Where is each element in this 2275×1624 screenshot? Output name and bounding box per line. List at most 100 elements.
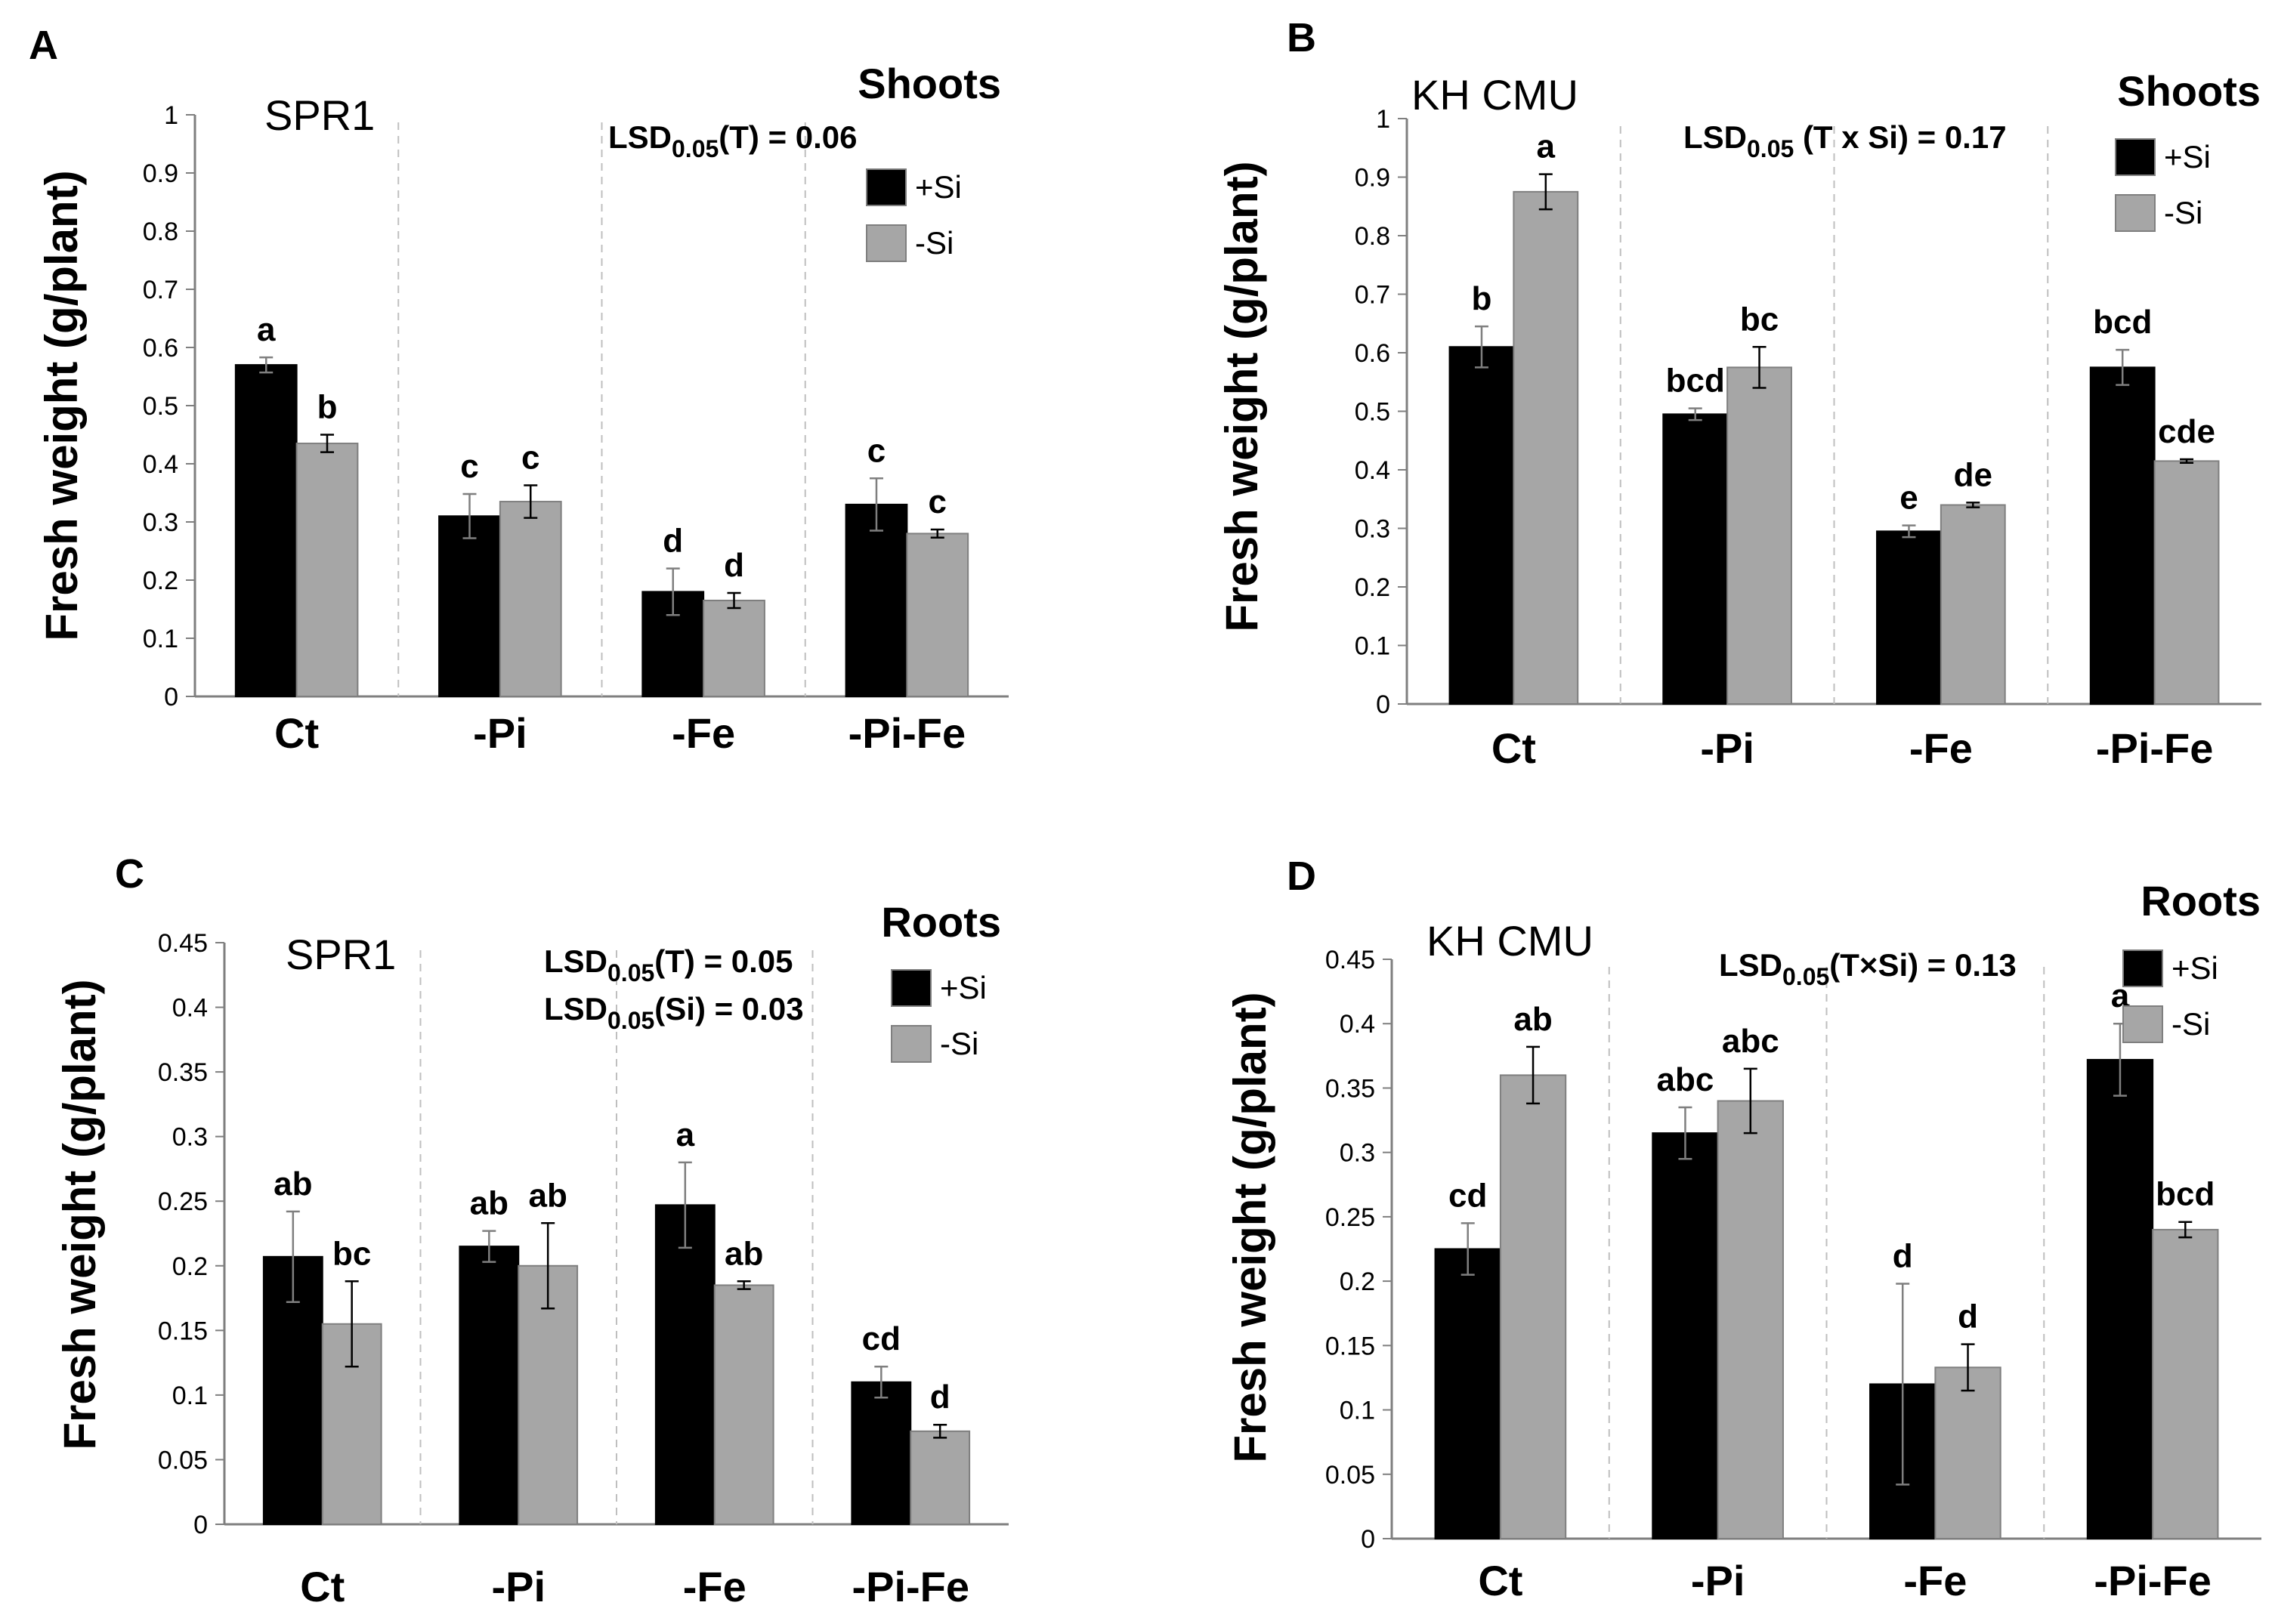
y-tick-label: 0.25: [158, 1187, 208, 1216]
y-tick-label: 0.5: [143, 392, 178, 421]
y-tick-label: 0.6: [143, 334, 178, 363]
panel-letter: C: [115, 851, 144, 897]
y-tick-label: 0.9: [1355, 164, 1390, 193]
bar-minus-si: [1717, 1100, 1784, 1539]
bar-minus-si: [906, 533, 969, 698]
lsd-subscript: 0.05: [672, 135, 719, 162]
x-tick-label: -Pi: [1691, 1557, 1745, 1604]
significance-letter: c: [867, 432, 886, 469]
bar-plus-si: [1652, 1132, 1719, 1539]
significance-letter: c: [929, 483, 947, 520]
significance-letter: d: [663, 523, 683, 560]
y-tick-label: 0.4: [143, 450, 178, 479]
significance-letter: b: [1472, 280, 1492, 317]
significance-letter: bc: [1740, 301, 1779, 338]
y-tick-label: 0.7: [143, 276, 178, 304]
legend-label: -Si: [915, 225, 954, 261]
bar-plus-si: [1876, 530, 1942, 705]
lsd-value: (T) = 0.05: [654, 943, 793, 979]
y-tick-label: 0.35: [1325, 1074, 1375, 1103]
lsd-prefix: LSD: [544, 943, 607, 979]
panel-A: A Fresh weight (g/plant) 0 0.1 0.2 0.3 0.4 0.5 0…: [29, 23, 1009, 757]
significance-letter: a: [257, 311, 276, 348]
y-tick-label: 0.35: [158, 1058, 208, 1087]
y-tick-label: 0.05: [158, 1446, 208, 1474]
bar-minus-si: [295, 443, 359, 697]
cultivar-label: KH CMU: [1427, 917, 1593, 965]
y-tick-label: 0.1: [172, 1382, 208, 1410]
significance-letter: cd: [1448, 1177, 1487, 1214]
significance-letter: d: [724, 547, 744, 584]
y-tick-label: 0.05: [1325, 1461, 1375, 1490]
bar-plus-si: [845, 503, 908, 698]
y-axis-label: Fresh weight (g/plant): [1225, 992, 1275, 1462]
y-tick-label: 0.1: [143, 625, 178, 653]
x-tick-label: -Pi-Fe: [2096, 724, 2214, 772]
significance-letter: a: [1537, 128, 1556, 165]
y-tick-label: 0.2: [1355, 573, 1390, 602]
x-tick-label: -Pi-Fe: [848, 709, 966, 757]
cultivar-label: SPR1: [286, 931, 396, 978]
x-tick-label: -Pi: [491, 1563, 546, 1610]
panel-C: C Fresh weight (g/plant) 0 0.05 0.1 0.15 0.2 0.…: [54, 851, 1009, 1610]
y-axis-label: Fresh weight (g/plant): [36, 170, 87, 641]
y-tick-label: 0: [1376, 690, 1390, 719]
organ-label: Roots: [2141, 877, 2261, 925]
bar-minus-si: [2152, 1228, 2219, 1540]
legend-label: -Si: [940, 1026, 978, 1061]
lsd-value: (T x Si) = 0.17: [1794, 119, 2006, 155]
x-tick-label: -Fe: [1903, 1557, 1967, 1604]
organ-label: Shoots: [2117, 67, 2261, 115]
y-axis-label: Fresh weight (g/plant): [54, 979, 105, 1450]
lsd-prefix: LSD: [544, 991, 607, 1027]
y-tick-label: 1: [1376, 105, 1390, 134]
legend-label: +Si: [940, 970, 987, 1005]
bar-minus-si: [321, 1323, 382, 1526]
y-tick-label: 0.8: [143, 218, 178, 246]
lsd-value: (T) = 0.06: [719, 119, 857, 155]
y-axis-label: Fresh weight (g/plant): [1216, 161, 1267, 631]
y-tick-label: 1: [164, 101, 178, 130]
significance-letter: abc: [1657, 1061, 1714, 1098]
legend-swatch-minus-si: [2115, 194, 2156, 232]
x-tick-label: -Fe: [683, 1563, 746, 1610]
x-tick-label: -Pi: [1700, 724, 1754, 772]
legend-swatch-plus-si: [2115, 138, 2156, 176]
y-tick-label: 0.6: [1355, 339, 1390, 368]
cultivar-label: KH CMU: [1411, 71, 1578, 119]
lsd-subscript: 0.05: [1747, 135, 1794, 162]
legend-swatch-minus-si: [891, 1025, 932, 1063]
legend-swatch-minus-si: [2122, 1005, 2163, 1043]
x-tick-label: -Fe: [1909, 724, 1973, 772]
significance-letter: bc: [332, 1235, 371, 1272]
bar-plus-si: [1434, 1248, 1501, 1539]
lsd-subscript: 0.05: [1782, 963, 1829, 990]
bar-plus-si: [438, 515, 501, 697]
panel-letter: A: [29, 23, 58, 68]
y-tick-label: 0: [1361, 1525, 1375, 1554]
y-tick-label: 0.2: [143, 567, 178, 595]
y-tick-label: 0.9: [143, 159, 178, 188]
bar-minus-si: [499, 501, 562, 697]
lsd-annotation: LSD0.05(T) = 0.06: [608, 119, 858, 162]
significance-letter: e: [1899, 480, 1918, 517]
bar-plus-si: [1662, 413, 1729, 705]
panel-letter: B: [1287, 15, 1316, 60]
bar-minus-si: [2153, 460, 2220, 705]
significance-letter: ab: [528, 1177, 567, 1214]
legend-swatch-plus-si: [866, 168, 907, 206]
y-tick-label: 0.1: [1355, 632, 1390, 661]
significance-letter: bcd: [1666, 363, 1725, 400]
y-tick-label: 0: [164, 683, 178, 712]
y-tick-label: 0.2: [172, 1252, 208, 1281]
cultivar-label: SPR1: [264, 91, 375, 139]
bar-minus-si: [1934, 1366, 2001, 1539]
legend-label: -Si: [2171, 1006, 2210, 1042]
x-tick-label: -Pi-Fe: [852, 1563, 969, 1610]
y-tick-label: 0.3: [1355, 515, 1390, 544]
legend-label: +Si: [2171, 950, 2218, 986]
significance-letter: bcd: [2093, 304, 2152, 341]
y-tick-label: 0.4: [1355, 456, 1390, 485]
significance-letter: d: [930, 1379, 950, 1416]
